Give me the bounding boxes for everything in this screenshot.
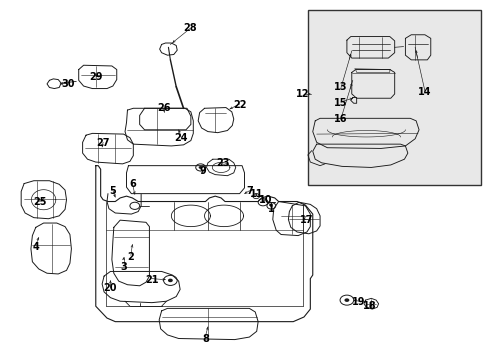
Text: 29: 29 [89,72,102,82]
Text: 21: 21 [145,275,158,285]
Text: 1: 1 [267,204,274,214]
Text: 9: 9 [199,166,206,176]
Text: 22: 22 [232,100,246,110]
Text: 27: 27 [96,139,110,148]
Text: 11: 11 [249,189,263,199]
Text: 7: 7 [245,186,252,197]
Text: 10: 10 [258,195,272,205]
Circle shape [269,205,272,207]
Text: 30: 30 [61,79,75,89]
Text: 20: 20 [103,283,117,293]
Text: 19: 19 [352,297,365,307]
Text: 23: 23 [215,158,229,168]
Text: 18: 18 [362,301,376,311]
Text: 8: 8 [202,333,208,343]
Circle shape [344,298,348,302]
Text: 25: 25 [33,197,46,207]
Text: 24: 24 [174,133,187,143]
Text: 13: 13 [334,82,347,92]
Text: 28: 28 [183,23,196,33]
Text: 16: 16 [334,114,347,124]
Bar [307,10,480,185]
Circle shape [198,166,202,169]
Text: 17: 17 [300,215,313,225]
Text: 5: 5 [109,186,116,197]
Text: 2: 2 [127,252,134,262]
Text: 14: 14 [417,87,431,97]
Text: 4: 4 [32,242,39,252]
Text: 12: 12 [296,89,309,99]
Text: 3: 3 [120,262,127,272]
Text: 15: 15 [334,98,347,108]
Text: 6: 6 [129,179,136,189]
Text: 26: 26 [157,103,170,113]
Circle shape [167,279,172,282]
